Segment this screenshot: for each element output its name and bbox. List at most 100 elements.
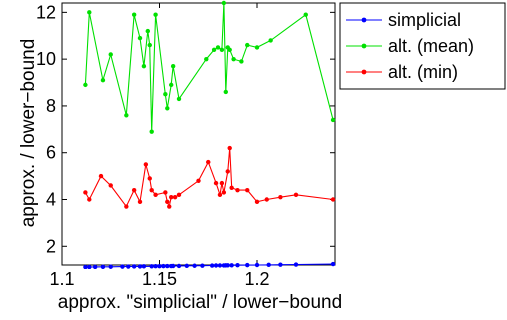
y-tick-label: 4 [46,190,56,210]
y-tick-label: 12 [36,2,56,22]
data-point-alt-mean [245,42,250,48]
data-point-alt-mean [176,96,182,102]
data-point-simplicial [200,263,205,268]
data-point-alt-mean [163,92,168,97]
y-tick-label: 8 [46,96,56,116]
data-point-simplicial [184,263,189,269]
data-point-alt-mean [141,63,147,69]
y-tick-label: 6 [46,143,56,163]
x-tick-label: 1.1 [49,269,74,289]
data-point-simplicial [92,264,98,269]
data-point-alt-mean [124,113,129,118]
data-point-simplicial [153,264,158,269]
data-point-alt-min [206,159,211,165]
data-point-alt-mean [219,47,225,52]
data-point-alt-min [235,187,240,193]
legend-label-simplicial: simplicial [388,10,461,30]
data-point-simplicial [165,263,170,269]
data-point-alt-mean [170,63,176,69]
legend-marker-simplicial [361,17,367,23]
data-point-simplicial [213,263,219,268]
data-point-alt-mean [227,47,232,52]
data-point-alt-min [221,190,227,195]
data-point-alt-min [217,192,223,198]
data-point-simplicial [176,263,182,269]
data-point-simplicial [235,263,240,268]
data-point-alt-min [131,187,137,193]
data-point-simplicial [192,263,197,268]
x-tick-label: 1.15 [142,269,177,289]
data-point-alt-mean [221,0,227,6]
data-point-simplicial [87,264,92,269]
series-layer [83,0,336,269]
series-alt-min [83,145,336,209]
data-point-alt-min [98,173,104,179]
data-point-alt-min [165,199,170,205]
data-point-alt-min [167,204,172,209]
data-point-simplicial [161,263,166,269]
data-point-alt-min [293,192,299,198]
data-point-alt-min [143,162,149,167]
data-point-simplicial [149,264,154,269]
data-point-simplicial [157,263,162,269]
data-point-alt-min [163,190,168,195]
data-point-alt-min [153,192,158,198]
data-point-alt-min [225,169,230,174]
legend-label-alt-min: alt. (min) [388,62,458,82]
data-point-alt-mean [204,56,209,62]
data-point-alt-mean [223,89,228,95]
data-point-alt-mean [83,82,88,88]
legend: simplicial alt. (mean) alt. (min) [339,2,506,90]
data-point-simplicial [293,262,299,267]
data-point-simplicial [209,263,215,268]
data-point-alt-mean [149,129,154,134]
data-point-simplicial [108,264,113,269]
data-point-alt-mean [153,12,158,17]
data-point-alt-min [124,204,129,209]
data-point-simplicial [254,262,260,268]
data-point-alt-mean [137,35,143,41]
data-point-simplicial [100,264,106,269]
data-point-alt-mean [100,77,106,83]
data-point-simplicial [137,264,143,269]
data-point-alt-mean [145,28,150,34]
series-alt-mean [83,0,336,134]
data-point-alt-min [87,197,92,202]
y-axis-label: approx. / lower−bound [18,39,39,228]
data-point-simplicial [330,261,336,267]
data-point-alt-min [176,192,182,198]
data-point-alt-mean [239,59,244,64]
data-point-alt-min [278,194,283,200]
data-point-simplicial [278,262,283,267]
legend-marker-alt-min [361,69,367,75]
data-point-alt-mean [211,47,217,52]
y-tick-label: 10 [36,49,56,69]
plot-frame [61,2,336,266]
x-axis-label: approx. "simplicial" / lower−bound [58,292,342,313]
series-simplicial [83,261,336,269]
data-point-alt-mean [231,56,236,62]
x-tick-label: 1.2 [244,269,269,289]
data-point-alt-mean [254,45,260,50]
data-point-alt-min [149,187,154,193]
data-point-simplicial [217,263,223,268]
data-point-alt-mean [268,38,273,43]
data-point-alt-min [264,197,269,202]
data-point-alt-mean [165,106,170,111]
data-point-alt-mean [169,82,174,88]
data-point-alt-min [83,190,88,195]
tick-labels: 1.1 1.15 1.2 2 4 6 8 10 12 [36,2,270,289]
data-point-simplicial [245,262,250,268]
legend-marker-alt-mean [361,43,367,49]
data-point-alt-min [172,194,178,200]
data-point-alt-mean [87,10,92,15]
data-point-simplicial [126,264,131,269]
data-point-simplicial [170,263,176,269]
data-point-alt-min [137,199,143,205]
data-point-alt-min [245,187,250,193]
y-tick-label: 2 [46,236,56,256]
data-point-alt-mean [147,42,152,48]
legend-label-alt-mean: alt. (mean) [388,36,474,56]
axes [61,2,336,266]
